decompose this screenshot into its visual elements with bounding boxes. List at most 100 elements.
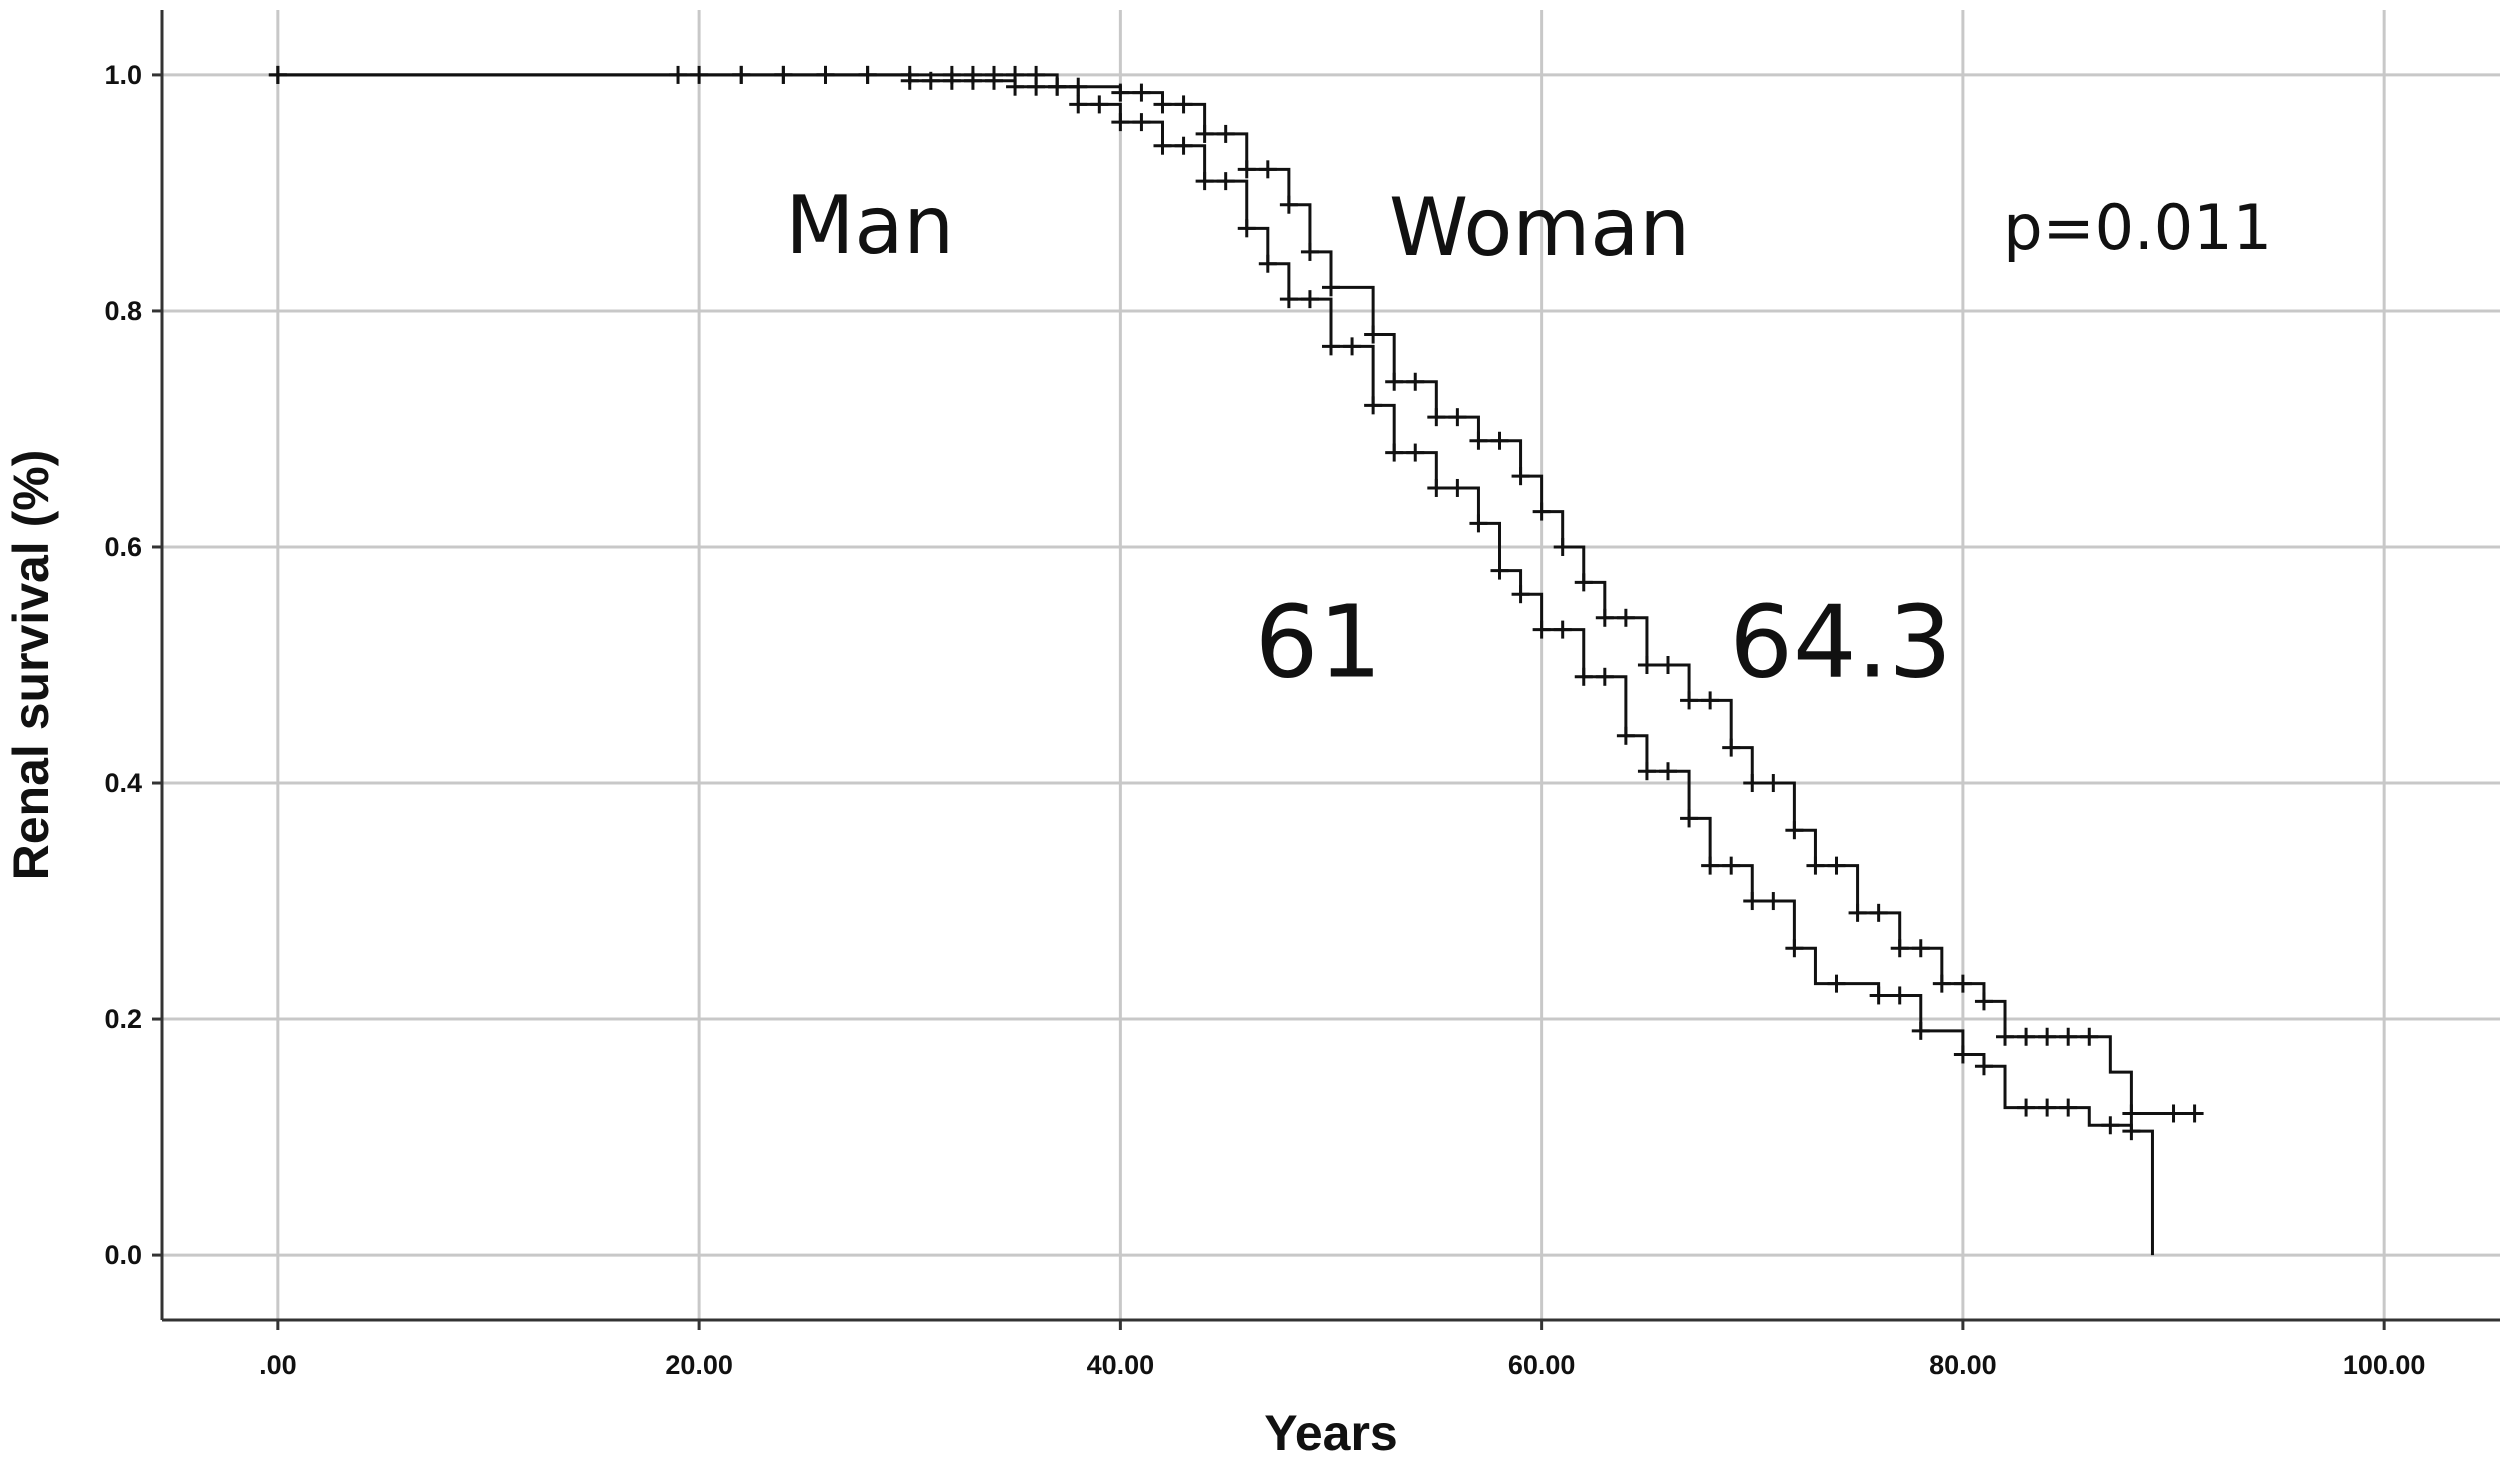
censor-mark — [732, 65, 751, 84]
censor-mark — [1132, 83, 1151, 102]
x-tick-label: 60.00 — [1508, 1350, 1576, 1380]
censor-mark — [1406, 443, 1425, 462]
x-tick-label: 20.00 — [665, 1350, 733, 1380]
censor-mark — [858, 65, 877, 84]
censor-mark — [1595, 667, 1614, 686]
censor-mark — [1300, 242, 1319, 261]
censor-mark — [1680, 691, 1699, 710]
censor-mark — [1322, 337, 1340, 356]
censor-mark — [1701, 691, 1720, 710]
censor-mark — [1911, 939, 1930, 958]
censor-mark — [268, 65, 287, 84]
annotation-label: 61 — [1255, 583, 1382, 700]
censor-mark — [1006, 65, 1025, 84]
censor-mark — [1785, 939, 1804, 958]
censor-mark — [984, 65, 1003, 84]
censor-mark — [1364, 396, 1383, 415]
censor-mark — [1385, 443, 1404, 462]
censor-mark — [1469, 514, 1488, 533]
y-axis-title: Renal survival (%) — [3, 450, 59, 881]
y-tick-label: 0.2 — [104, 1004, 142, 1034]
censor-mark — [1869, 903, 1888, 922]
censor-mark — [1385, 372, 1404, 391]
x-tick-label: 100.00 — [2343, 1350, 2426, 1380]
censor-mark — [1974, 992, 1993, 1011]
annotation-label: Woman — [1389, 181, 1690, 274]
censor-mark — [1406, 372, 1425, 391]
censor-mark — [1743, 774, 1762, 793]
censor-mark — [1069, 95, 1088, 114]
censor-mark — [1637, 656, 1656, 674]
censor-mark — [2185, 1104, 2204, 1123]
censor-mark — [1532, 502, 1551, 521]
censor-mark — [1279, 290, 1298, 309]
censor-mark — [1743, 892, 1762, 911]
censor-mark — [1532, 620, 1551, 639]
censor-mark — [2059, 1098, 2078, 1117]
censor-mark — [1322, 278, 1340, 297]
annotation-label: p=0.011 — [2003, 191, 2272, 264]
censor-mark — [942, 65, 961, 84]
censor-mark — [1048, 77, 1067, 96]
censor-mark — [1659, 762, 1678, 781]
censor-mark — [1448, 478, 1467, 497]
censor-mark — [1427, 478, 1446, 497]
censor-mark — [1974, 1057, 1993, 1076]
censor-mark — [1637, 762, 1656, 781]
survival-series-2 — [268, 65, 2204, 1123]
censor-mark — [1595, 608, 1614, 627]
censor-mark — [1258, 254, 1277, 273]
censor-mark — [1027, 65, 1046, 84]
censor-mark — [1932, 974, 1951, 993]
y-tick-label: 0.6 — [104, 532, 142, 562]
censor-mark — [1722, 738, 1741, 757]
censor-mark — [1806, 856, 1825, 875]
censor-mark — [774, 65, 793, 84]
censor-mark — [1553, 537, 1572, 556]
censor-mark — [1701, 856, 1720, 875]
censor-mark — [1785, 821, 1804, 840]
x-tick-label: 80.00 — [1929, 1350, 1997, 1380]
censor-mark — [1827, 856, 1846, 875]
censor-mark — [1427, 408, 1446, 427]
censor-mark — [1174, 136, 1193, 155]
censor-mark — [1869, 986, 1888, 1005]
censor-mark — [1300, 290, 1319, 309]
censor-mark — [1490, 561, 1509, 580]
censor-mark — [1553, 620, 1572, 639]
censor-mark — [1364, 325, 1383, 344]
censor-mark — [1237, 160, 1256, 179]
censor-mark — [1469, 431, 1488, 450]
censor-mark — [1216, 172, 1235, 191]
censor-mark — [1680, 809, 1699, 828]
censor-mark — [2122, 1104, 2141, 1123]
censor-mark — [1195, 172, 1214, 191]
censor-mark — [2017, 1098, 2036, 1117]
censor-mark — [1616, 608, 1635, 627]
censor-mark — [1111, 113, 1130, 132]
censor-mark — [1343, 337, 1362, 356]
censor-mark — [1448, 408, 1467, 427]
censor-mark — [2122, 1122, 2141, 1141]
censor-mark — [1764, 774, 1783, 793]
censor-mark — [1069, 77, 1088, 96]
censor-mark — [1890, 986, 1909, 1005]
censor-mark — [1237, 219, 1256, 238]
censor-mark — [1090, 95, 1109, 114]
censor-mark — [900, 65, 919, 84]
censor-mark — [2017, 1027, 2036, 1046]
axes: .00 20.00 40.00 60.00 80.00 100.00 0.0 0.2 0.4 0.… — [104, 10, 2500, 1380]
censor-mark — [1132, 113, 1151, 132]
censor-mark — [1511, 467, 1530, 486]
censor-mark — [1722, 856, 1741, 875]
censor-mark — [669, 65, 688, 84]
censor-mark — [2038, 1027, 2057, 1046]
censor-mark — [2038, 1098, 2057, 1117]
censor-mark — [1153, 95, 1172, 114]
annotation-label: 64.3 — [1729, 583, 1952, 700]
censor-mark — [2080, 1027, 2099, 1046]
censor-mark — [1764, 892, 1783, 911]
censor-mark — [1574, 573, 1593, 592]
censor-mark — [2101, 1116, 2120, 1135]
